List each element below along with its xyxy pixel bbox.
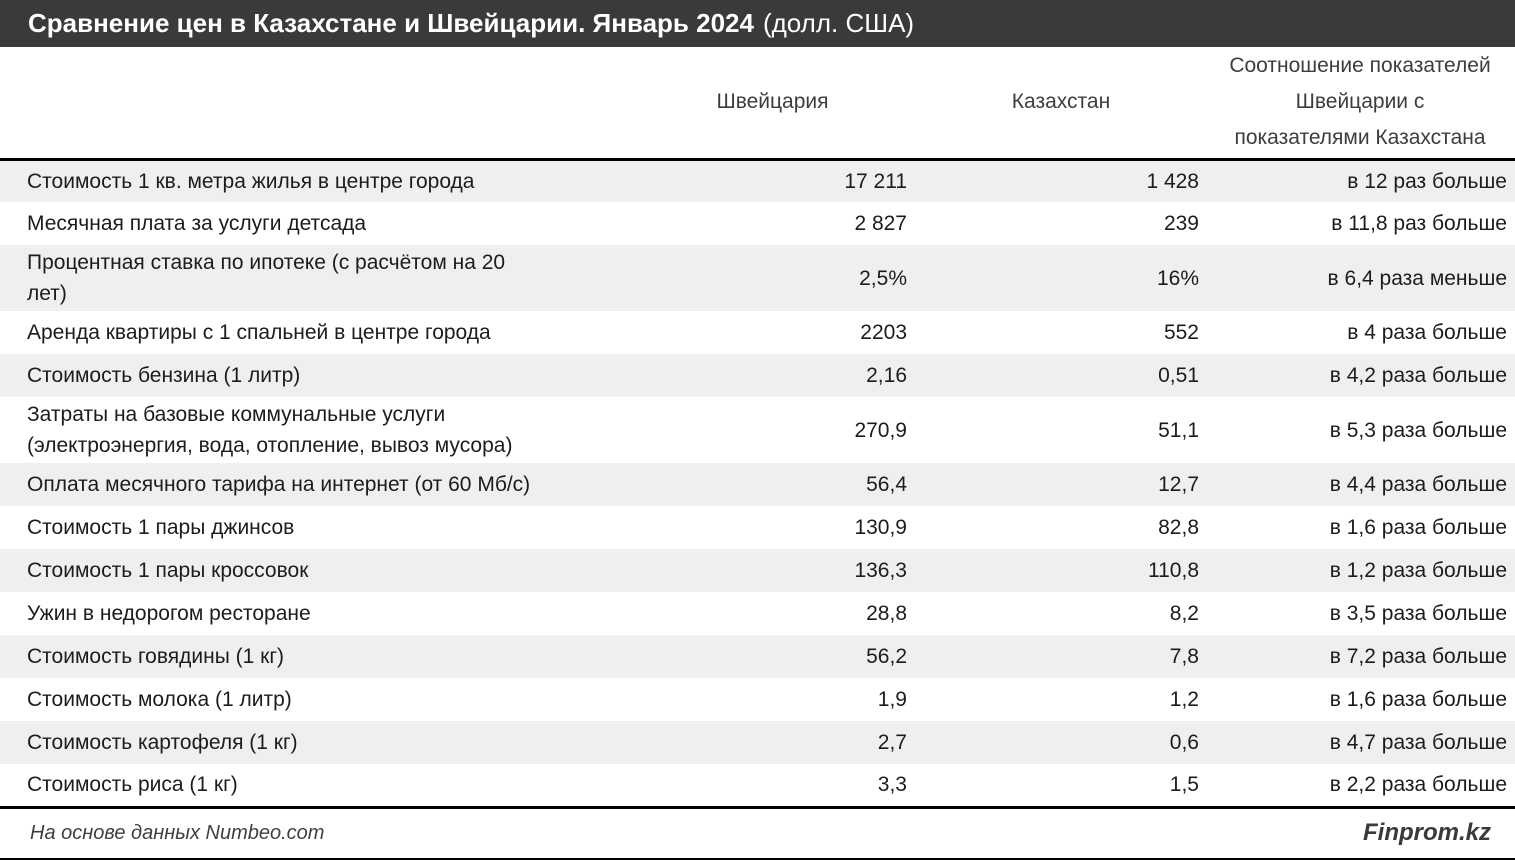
row-label: Затраты на базовые коммунальные услуги (… bbox=[27, 403, 513, 457]
table-header-row: Швейцария Казахстан Соотношение показате… bbox=[0, 47, 1515, 161]
value-switzerland: 1,9 bbox=[877, 688, 907, 711]
value-kazakhstan: 16% bbox=[1156, 266, 1199, 290]
value-ratio: в 4,7 раза больше bbox=[1329, 731, 1507, 754]
title-bar: Сравнение цен в Казахстане и Швейцарии. … bbox=[0, 0, 1515, 47]
column-header-indicator bbox=[0, 47, 630, 161]
table-row: Ужин в недорогом ресторане 28,8 8,2 в 3,5 р… bbox=[0, 592, 1515, 635]
table-row: Оплата месячного тарифа на интернет (от … bbox=[0, 463, 1515, 506]
table-row: Стоимость картофеля (1 кг) 2,7 0,6 в 4,7 ра… bbox=[0, 721, 1515, 764]
value-kazakhstan: 12,7 bbox=[1158, 473, 1199, 496]
page-title: Сравнение цен в Казахстане и Швейцарии. … bbox=[28, 8, 754, 38]
row-label: Ужин в недорогом ресторане bbox=[27, 602, 311, 625]
value-kazakhstan: 552 bbox=[1163, 321, 1199, 344]
value-switzerland: 2,5% bbox=[859, 266, 907, 290]
value-switzerland: 56,4 bbox=[866, 473, 907, 496]
value-ratio: в 2,2 раза больше bbox=[1329, 773, 1507, 797]
row-label: Стоимость говядины (1 кг) bbox=[27, 645, 284, 668]
value-switzerland: 17 211 bbox=[844, 169, 907, 193]
value-switzerland: 2 827 bbox=[854, 212, 907, 235]
table-row: Месячная плата за услуги детсада 2 827 239… bbox=[0, 202, 1515, 245]
value-ratio: в 4,4 раза больше bbox=[1329, 473, 1507, 496]
price-comparison-table: Швейцария Казахстан Соотношение показате… bbox=[0, 47, 1515, 809]
value-switzerland: 28,8 bbox=[866, 602, 907, 625]
column-header-ratio: Соотношение показателей Швейцарии с пока… bbox=[1207, 47, 1515, 161]
value-kazakhstan: 82,8 bbox=[1158, 516, 1199, 539]
value-ratio: в 12 раз больше bbox=[1347, 169, 1507, 193]
value-kazakhstan: 1,2 bbox=[1169, 688, 1199, 711]
value-switzerland: 136,3 bbox=[854, 559, 907, 582]
value-switzerland: 130,9 bbox=[854, 516, 907, 539]
table-body: Стоимость 1 кв. метра жилья в центре гор… bbox=[0, 159, 1515, 807]
table-row: Стоимость бензина (1 литр) 2,16 0,51 в 4,2 … bbox=[0, 354, 1515, 397]
row-label: Стоимость риса (1 кг) bbox=[27, 773, 238, 797]
value-kazakhstan: 110,8 bbox=[1148, 559, 1199, 582]
table-row: Стоимость молока (1 литр) 1,9 1,2 в 1,6 раз… bbox=[0, 678, 1515, 721]
row-label: Месячная плата за услуги детсада bbox=[27, 212, 367, 235]
value-kazakhstan: 1 428 bbox=[1146, 169, 1199, 193]
row-label: Стоимость 1 пары джинсов bbox=[27, 516, 295, 539]
row-label: Аренда квартиры с 1 спальней в центре го… bbox=[27, 321, 491, 344]
value-kazakhstan: 7,8 bbox=[1169, 645, 1199, 668]
value-kazakhstan: 239 bbox=[1163, 212, 1199, 235]
table-row: Стоимость 1 кв. метра жилья в центре гор… bbox=[0, 159, 1515, 202]
value-ratio: в 11,8 раз больше bbox=[1331, 212, 1507, 235]
value-switzerland: 270,9 bbox=[854, 418, 907, 442]
value-switzerland: 2,7 bbox=[877, 731, 907, 754]
value-ratio: в 3,5 раза больше bbox=[1329, 602, 1507, 625]
row-label: Стоимость молока (1 литр) bbox=[27, 688, 292, 711]
value-switzerland: 3,3 bbox=[877, 773, 907, 797]
value-kazakhstan: 1,5 bbox=[1169, 773, 1199, 797]
table-row: Затраты на базовые коммунальные услуги (… bbox=[0, 397, 1515, 463]
table-header: Швейцария Казахстан Соотношение показате… bbox=[0, 47, 1515, 161]
table-row: Стоимость 1 пары джинсов 130,9 82,8 в 1,6 р… bbox=[0, 506, 1515, 549]
value-kazakhstan: 0,6 bbox=[1169, 731, 1199, 754]
value-ratio: в 1,6 раза больше bbox=[1329, 516, 1507, 539]
value-kazakhstan: 8,2 bbox=[1169, 602, 1199, 625]
table-row: Аренда квартиры с 1 спальней в центре го… bbox=[0, 311, 1515, 354]
table-row: Процентная ставка по ипотеке (с расчётом… bbox=[0, 245, 1515, 311]
row-label: Стоимость картофеля (1 кг) bbox=[27, 731, 298, 754]
value-ratio: в 4,2 раза больше bbox=[1329, 364, 1507, 387]
row-label: Стоимость бензина (1 литр) bbox=[27, 364, 301, 387]
table-row: Стоимость говядины (1 кг) 56,2 7,8 в 7,2 ра… bbox=[0, 635, 1515, 678]
row-label: Оплата месячного тарифа на интернет (от … bbox=[27, 473, 531, 496]
value-kazakhstan: 0,51 bbox=[1158, 364, 1199, 387]
page-title-currency-note: (долл. США) bbox=[762, 8, 915, 38]
column-header-kazakhstan: Казахстан bbox=[915, 47, 1207, 161]
row-label: Стоимость 1 кв. метра жилья в центре гор… bbox=[27, 169, 475, 193]
table-row: Стоимость риса (1 кг) 3,3 1,5 в 2,2 раза бо… bbox=[0, 764, 1515, 807]
value-ratio: в 7,2 раза больше bbox=[1329, 645, 1507, 668]
value-switzerland: 2,16 bbox=[866, 364, 907, 387]
value-ratio: в 1,6 раза больше bbox=[1329, 688, 1507, 711]
table-row: Стоимость 1 пары кроссовок 136,3 110,8 в 1,… bbox=[0, 549, 1515, 592]
brand-logo: Finprom.kz bbox=[1362, 819, 1491, 847]
value-kazakhstan: 51,1 bbox=[1158, 418, 1199, 442]
value-ratio: в 4 раза больше bbox=[1347, 321, 1507, 344]
row-label: Процентная ставка по ипотеке (с расчётом… bbox=[27, 251, 506, 305]
value-switzerland: 56,2 bbox=[866, 645, 907, 668]
value-ratio: в 1,2 раза больше bbox=[1329, 559, 1507, 582]
value-switzerland: 2203 bbox=[860, 321, 907, 344]
footer: На основе данных Numbeo.com Finprom.kz bbox=[0, 808, 1515, 860]
value-ratio: в 5,3 раза больше bbox=[1329, 418, 1507, 442]
value-ratio: в 6,4 раза меньше bbox=[1327, 266, 1507, 290]
row-label: Стоимость 1 пары кроссовок bbox=[27, 559, 309, 582]
data-source-note: На основе данных Numbeo.com bbox=[30, 821, 325, 844]
column-header-switzerland: Швейцария bbox=[630, 47, 915, 161]
